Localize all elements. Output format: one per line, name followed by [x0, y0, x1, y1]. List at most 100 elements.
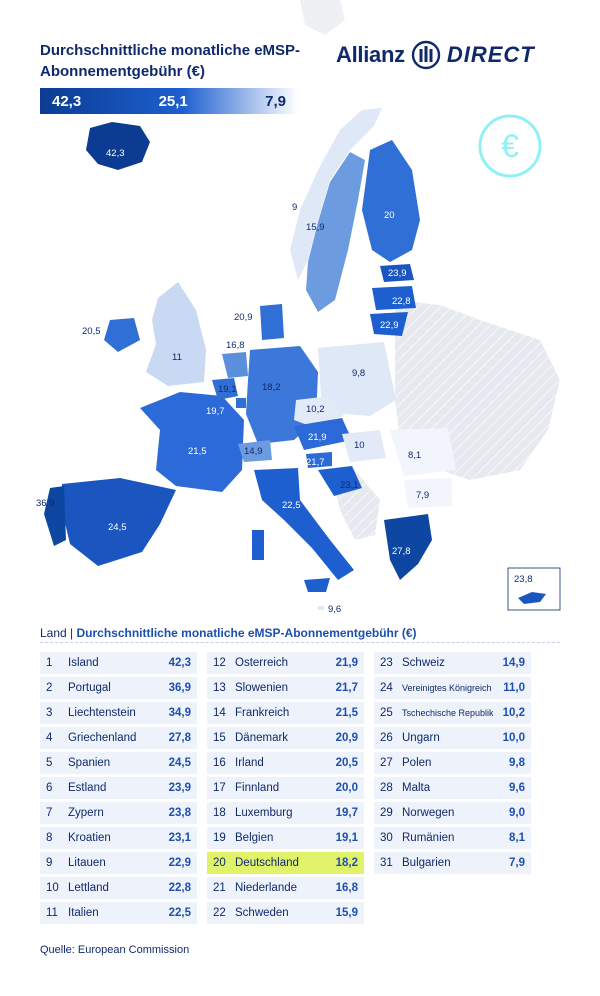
- map-label-deutschland: 18,2: [262, 382, 281, 393]
- country-cell: Polen: [402, 757, 432, 769]
- country-polen: [318, 342, 396, 416]
- country-cell: Norwegen: [402, 807, 455, 819]
- map-label-spanien: 24,5: [108, 522, 127, 533]
- table-row: 8 Kroatien 23,1: [40, 827, 197, 849]
- value-column-label: Durchschnittliche monatliche eMSP-Abonne…: [76, 626, 417, 640]
- table-row: 11 Italien 22,5: [40, 902, 197, 924]
- table-row: 13 Slowenien 21,7: [207, 677, 364, 699]
- country-cell: Luxemburg: [235, 807, 293, 819]
- title-line-1: Durchschnittliche monatliche eMSP-: [40, 42, 301, 59]
- country-bulgarien: [404, 478, 452, 508]
- country-lettland: [372, 286, 416, 310]
- euro-badge: [478, 114, 542, 178]
- allianz-eagle-icon: [411, 40, 441, 70]
- country-cell: Griechenland: [68, 732, 137, 744]
- table-row: 27 Polen 9,8: [374, 752, 531, 774]
- value-cell: 23,8: [168, 807, 191, 819]
- map-label-ungarn: 10: [354, 440, 365, 451]
- table-row: 16 Irland 20,5: [207, 752, 364, 774]
- value-cell: 19,7: [335, 807, 358, 819]
- map-label-schweiz: 14,9: [244, 446, 263, 457]
- country-norwegen: [290, 108, 382, 280]
- divider: [40, 642, 560, 643]
- value-cell: 8,1: [509, 832, 525, 844]
- country-irland: [104, 318, 140, 352]
- table-row: 28 Malta 9,6: [374, 777, 531, 799]
- map-label-slowenien: 21,7: [306, 457, 325, 468]
- value-cell: 24,5: [168, 757, 191, 769]
- country-cell: Finnland: [235, 782, 280, 794]
- euro-icon: €: [501, 128, 519, 164]
- table-header: Land | Durchschnittliche monatliche eMSP…: [40, 626, 417, 640]
- country-cell: Island: [68, 657, 99, 669]
- rank-cell: 26: [380, 732, 393, 744]
- map-label-oesterreich: 21,9: [308, 432, 327, 443]
- rank-cell: 7: [46, 807, 53, 819]
- map-label-luxemburg: 19,7: [206, 406, 225, 417]
- country-italien-sardinien: [252, 530, 264, 560]
- map-label-frankreich: 21,5: [188, 446, 207, 457]
- table-row: 31 Bulgarien 7,9: [374, 852, 531, 874]
- table-row: 18 Luxemburg 19,7: [207, 802, 364, 824]
- source-note: Quelle: European Commission: [40, 944, 190, 956]
- value-cell: 11,0: [503, 682, 525, 694]
- value-cell: 23,9: [168, 782, 191, 794]
- value-cell: 20,5: [335, 757, 358, 769]
- rank-cell: 9: [46, 857, 53, 869]
- rank-cell: 8: [46, 832, 53, 844]
- country-belgien: [212, 378, 238, 400]
- country-slowenien: [306, 452, 332, 468]
- table-row: 12 Österreich 21,9: [207, 652, 364, 674]
- value-cell: 10,2: [502, 707, 525, 719]
- value-cell: 9,6: [509, 782, 525, 794]
- table-row: 1 Island 42,3: [40, 652, 197, 674]
- country-cell: Irland: [235, 757, 264, 769]
- brand-name: Allianz: [336, 42, 405, 67]
- country-cell: Italien: [68, 907, 99, 919]
- rank-cell: 4: [46, 732, 53, 744]
- rank-cell: 31: [380, 857, 393, 869]
- rank-cell: 24: [380, 682, 393, 694]
- map-label-kroatien: 23,1: [340, 480, 359, 491]
- map-label-finnland: 20: [384, 210, 395, 221]
- rank-cell: 23: [380, 657, 393, 669]
- country-cell: Belgien: [235, 832, 274, 844]
- country-cell: Deutschland: [235, 857, 299, 869]
- country-cell: Malta: [402, 782, 431, 794]
- color-scale-legend: 42,3 25,1 7,9: [40, 88, 298, 114]
- value-cell: 42,3: [168, 657, 191, 669]
- country-cell: Bulgarien: [402, 857, 451, 869]
- country-litauen: [370, 312, 408, 336]
- country-cell: Lettland: [68, 882, 109, 894]
- rank-cell: 25: [380, 707, 393, 719]
- rank-cell: 11: [46, 907, 58, 919]
- rank-cell: 28: [380, 782, 393, 794]
- background-land: [300, 0, 345, 35]
- map-label-bulgarien: 7,9: [416, 490, 429, 501]
- map-label-norwegen: 9: [292, 202, 297, 213]
- table-row: 17 Finnland 20,0: [207, 777, 364, 799]
- rank-cell: 27: [380, 757, 393, 769]
- rank-cell: 12: [213, 657, 226, 669]
- rank-cell: 20: [213, 857, 226, 869]
- country-cell: Spanien: [68, 757, 111, 769]
- country-schweiz: [238, 440, 272, 462]
- country-spanien: [62, 478, 176, 566]
- country-cell: Rumänien: [402, 832, 455, 844]
- table-row: 19 Belgien 19,1: [207, 827, 364, 849]
- map-label-polen: 9,8: [352, 368, 365, 379]
- country-cell: Österreich: [235, 657, 289, 669]
- ranking-table: 1 Island 42,3 2 Portugal 36,9 3 Liechtenstein 34…: [40, 652, 531, 924]
- map-label-island: 42,3: [106, 148, 125, 159]
- map-label-litauen: 22,9: [380, 320, 399, 331]
- country-cell: Zypern: [68, 807, 104, 819]
- table-row: 21 Niederlande 16,8: [207, 877, 364, 899]
- rank-cell: 30: [380, 832, 393, 844]
- table-row: 5 Spanien 24,5: [40, 752, 197, 774]
- value-cell: 10,0: [502, 732, 525, 744]
- value-cell: 36,9: [168, 682, 191, 694]
- country-cell: Dänemark: [235, 732, 289, 744]
- value-cell: 22,8: [168, 882, 191, 894]
- value-cell: 14,9: [502, 657, 525, 669]
